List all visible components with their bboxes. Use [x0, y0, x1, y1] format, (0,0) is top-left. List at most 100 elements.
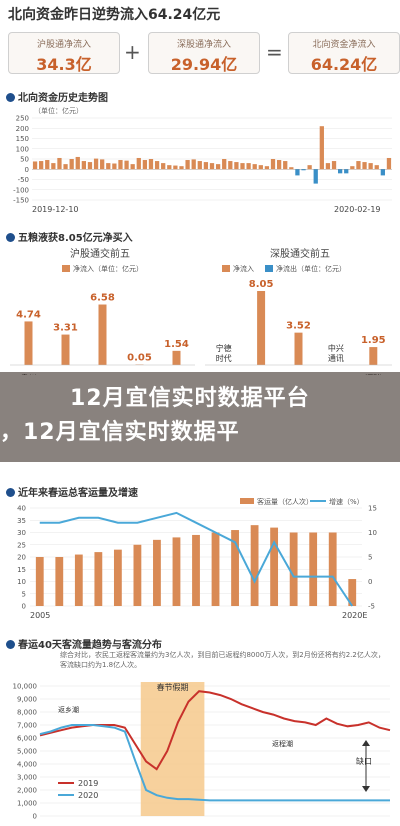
travel-bar	[348, 579, 357, 606]
summary-value: 34.3亿	[36, 55, 92, 74]
legend-2020: 2020	[78, 791, 98, 800]
history-chart: （单位：亿元） 250 200 150 100 50 0 -50 -100 -150 2019-…	[13, 106, 392, 214]
history-ylabel: （单位：亿元）	[34, 106, 83, 115]
summary-value: 64.24亿	[310, 55, 378, 74]
history-bar	[295, 169, 300, 176]
history-bar	[191, 159, 196, 170]
y-tick-label: 6,000	[17, 735, 37, 743]
travel-bar	[270, 527, 279, 606]
top5-sz-legend-out: 净流出（单位：亿元）	[276, 264, 346, 273]
top5-sz-legend-in: 净流入	[233, 264, 254, 273]
top5-value-label: 0.05	[127, 353, 152, 364]
y-tick-label: 250	[16, 115, 29, 123]
history-bar	[325, 163, 331, 170]
fortyday-annotation: 综合对比，农民工返程客流量约为3亿人次，到目前已返程约8000万人次，到2月份还…	[60, 651, 385, 669]
history-bar	[374, 165, 379, 170]
y2-tick-label: 5	[368, 554, 372, 562]
history-bar	[167, 165, 172, 170]
legend-swatch	[265, 265, 273, 272]
history-bar	[264, 166, 270, 170]
y2-tick-label: -5	[368, 603, 375, 611]
history-bar	[118, 160, 123, 170]
history-bar	[154, 161, 160, 170]
travel-chart: 客运量（亿人次） 增速（%） 4035302520151050151050-5 …	[17, 497, 377, 620]
history-bar	[179, 166, 184, 170]
top5-bar	[172, 350, 181, 365]
travel-bar	[211, 532, 220, 606]
legend-swatch	[240, 498, 254, 504]
history-bar	[87, 162, 93, 170]
history-bar	[93, 158, 99, 170]
history-bar	[283, 161, 288, 170]
history-bar	[173, 165, 178, 170]
y-tick-label: 0	[33, 813, 37, 821]
history-bar	[112, 163, 117, 170]
history-bar	[63, 164, 68, 170]
history-bar	[197, 161, 202, 170]
history-bar	[252, 164, 257, 170]
top5-category-label: 宁德	[216, 343, 232, 353]
travel-bar	[172, 537, 181, 606]
y-tick-label: 40	[17, 505, 26, 513]
plus-sign: +	[124, 40, 141, 64]
history-bar	[130, 164, 135, 170]
y-tick-label: 4,000	[17, 761, 37, 769]
legend-swatch	[62, 265, 70, 272]
history-bar	[331, 161, 337, 170]
top5-value-label: 1.54	[164, 339, 189, 350]
top5-value-label: 6.58	[90, 293, 115, 304]
history-bar	[356, 161, 361, 170]
history-bar	[124, 160, 129, 170]
history-bar	[313, 169, 318, 184]
label-return-home: 返乡潮	[58, 705, 79, 714]
y-tick-label: 25	[17, 541, 26, 549]
top5-sz-title: 深股通交前五	[270, 247, 330, 260]
history-bar	[368, 163, 373, 170]
y-tick-label: 9,000	[17, 696, 37, 704]
history-bar	[142, 160, 148, 170]
summary-label: 沪股通净流入	[36, 40, 91, 50]
top5-bar	[61, 334, 70, 365]
history-bar	[209, 163, 215, 170]
y-tick-label: 0	[25, 166, 29, 174]
y-tick-label: 35	[17, 517, 26, 525]
y-tick-label: 10,000	[13, 683, 38, 691]
legend-swatch	[222, 265, 230, 272]
history-bar	[148, 159, 154, 170]
history-bar	[39, 161, 44, 170]
y-tick-label: 150	[16, 135, 29, 143]
y-tick-label: 50	[20, 156, 29, 164]
history-bar	[289, 167, 294, 170]
section-fortyday-label: 春运40天客流量趋势与客流分布	[18, 640, 162, 651]
y-tick-label: 15	[17, 566, 26, 574]
history-x-start: 2019-12-10	[32, 205, 79, 214]
history-bar	[276, 160, 282, 170]
travel-bar	[231, 530, 239, 606]
section-dot-icon	[6, 233, 15, 242]
y-tick-label: 100	[16, 145, 29, 153]
page-header: 北向资金昨日逆势流入64.24亿元	[0, 0, 400, 24]
history-bar	[32, 161, 38, 170]
top5-value-label: 8.05	[249, 279, 274, 290]
label-gap: 缺口	[356, 756, 372, 766]
history-bar	[185, 160, 190, 170]
history-bar	[246, 163, 251, 170]
history-bar	[81, 161, 86, 170]
y-tick-label: 7,000	[17, 722, 37, 730]
history-bar	[222, 159, 227, 170]
history-bar	[215, 164, 221, 170]
y2-tick-label: 15	[368, 505, 377, 513]
travel-bar	[153, 539, 161, 606]
history-bar	[161, 163, 166, 170]
summary-label: 北向资金净流入	[312, 40, 376, 50]
y-tick-label: 3,000	[17, 774, 37, 782]
series-line-2020	[39, 724, 390, 802]
holiday-label: 春节假期	[157, 682, 189, 692]
history-bar	[344, 169, 349, 174]
travel-legend-growth: 增速（%）	[329, 497, 364, 506]
summary-box-sh: 沪股通净流入 34.3亿	[8, 32, 120, 74]
history-bar	[100, 159, 105, 170]
y-tick-label: 200	[16, 125, 29, 133]
page-title: 北向资金昨日逆势流入64.24亿元	[8, 7, 221, 23]
